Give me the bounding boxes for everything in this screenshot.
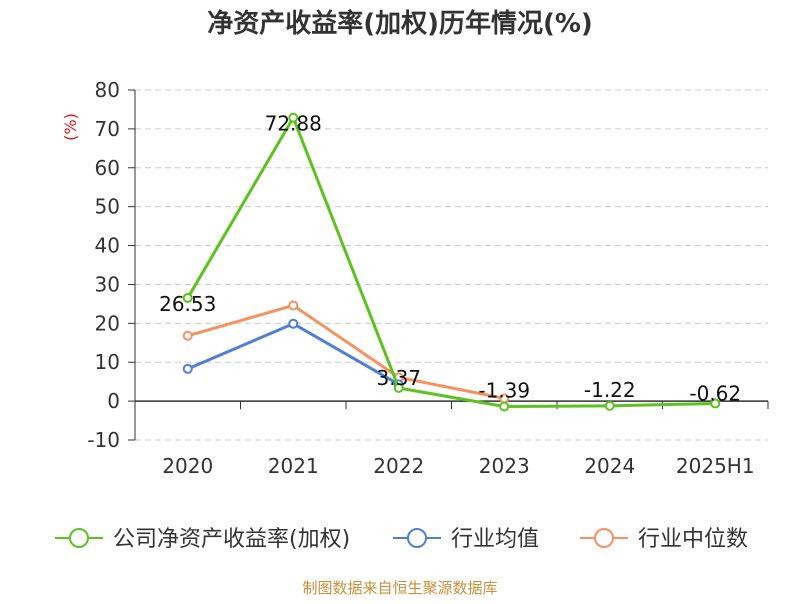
legend-item-2[interactable]: 行业中位数	[580, 527, 748, 552]
x-tick-label: 2022	[373, 454, 424, 478]
legend-marker	[69, 528, 89, 548]
x-tick-label: 2025H1	[676, 454, 755, 478]
x-tick-label: 2020	[162, 454, 213, 478]
axes	[128, 89, 769, 441]
series-point-1	[182, 363, 193, 374]
legend-marker	[594, 528, 614, 548]
series-point-1	[288, 318, 299, 329]
series-point-2	[288, 300, 299, 311]
legend-marker	[407, 528, 427, 548]
chart-title: 净资产收益率(加权)历年情况(%)	[207, 8, 593, 39]
y-axis-label: (%)	[61, 113, 80, 141]
y-tick-label: 50	[95, 195, 120, 219]
legend-label: 行业均值	[451, 527, 539, 552]
series-point-0	[499, 401, 510, 412]
data-label: 72.88	[265, 112, 322, 136]
data-label: -1.39	[478, 379, 530, 403]
legend-item-0[interactable]: 公司净资产收益率(加权)	[55, 527, 350, 552]
x-tick-label: 2023	[479, 454, 530, 478]
y-tick-label: 0	[107, 389, 120, 413]
y-tick-label: 70	[95, 117, 120, 141]
data-label: -1.22	[584, 378, 636, 402]
y-tick-label: 40	[95, 234, 120, 258]
series-lines	[182, 112, 721, 412]
y-tick-label: 60	[95, 156, 120, 180]
y-tick-label: -10	[87, 428, 120, 452]
source-note: 制图数据来自恒生聚源数据库	[302, 579, 497, 597]
series-point-0	[604, 400, 615, 411]
legend: 公司净资产收益率(加权) 行业均值 行业中位数	[55, 527, 748, 552]
x-tick-labels: 2020 2021 2022 2023 2024 2025H1	[162, 454, 754, 478]
legend-label: 行业中位数	[638, 527, 748, 552]
data-label: -0.62	[689, 382, 741, 406]
data-labels: 26.53 72.88 3.37 -1.39 -1.22 -0.62	[159, 112, 741, 406]
series-point-0	[710, 398, 721, 409]
series-point-2	[182, 330, 193, 341]
x-tick-label: 2024	[584, 454, 635, 478]
y-tick-label: 80	[95, 78, 120, 102]
legend-item-1[interactable]: 行业均值	[393, 527, 539, 552]
series-point-0	[182, 292, 193, 303]
legend-label: 公司净资产收益率(加权)	[113, 527, 350, 552]
series-line-2	[187, 303, 505, 400]
data-label: 3.37	[376, 366, 421, 390]
series-point-0	[288, 112, 299, 123]
x-tick-label: 2021	[268, 454, 319, 478]
y-tick-label: 30	[95, 272, 120, 296]
y-tick-labels: 80 70 60 50 40 30 20 10 0 -10	[87, 78, 120, 452]
y-tick-label: 10	[95, 350, 120, 374]
data-label: 26.53	[159, 292, 216, 316]
series-line-0	[186, 116, 716, 409]
series-point-0	[393, 383, 404, 394]
y-tick-label: 20	[95, 311, 120, 335]
